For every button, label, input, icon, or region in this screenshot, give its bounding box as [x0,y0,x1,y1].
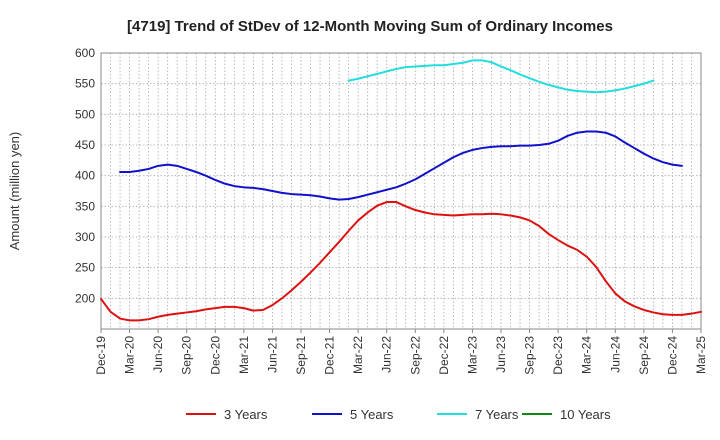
y-tick-label: 200 [75,291,95,305]
legend: 3 Years 5 Years 7 Years 10 Years [186,407,611,422]
series-line-7-years [347,59,655,94]
plot-area [101,53,701,329]
x-tick-label: Dec-23 [551,336,565,375]
x-tick-label: Jun-21 [265,336,279,373]
grid [101,52,701,329]
x-axis: Dec-19 Mar-20 Jun-20 Sep-20 Dec-20 Mar-21 Jun-… [94,329,708,375]
x-tick-label: Mar-22 [351,336,365,374]
x-tick-label: Dec-20 [208,336,222,375]
y-tick-label: 450 [75,138,95,152]
y-tick-label: 600 [75,46,95,60]
x-tick-label: Sep-21 [294,336,308,375]
y-tick-label: 250 [75,261,95,275]
legend-label: 3 Years [224,407,268,422]
plot-border [100,52,702,330]
y-tick-label: 400 [75,169,95,183]
x-tick-label: Mar-20 [123,336,137,374]
y-tick-label: 500 [75,107,95,121]
x-tick-label: Mar-25 [694,336,708,374]
x-tick-label: Mar-24 [580,336,594,374]
legend-label: 5 Years [350,407,394,422]
x-tick-label: Sep-24 [637,336,651,375]
y-tick-label: 350 [75,199,95,213]
x-tick-label: Sep-22 [408,336,422,375]
x-tick-label: Jun-24 [608,336,622,373]
y-tick-label: 300 [75,230,95,244]
x-tick-label: Dec-24 [665,336,679,375]
y-axis: 200 250 300 350 400 450 500 550 600 [75,46,95,305]
series-line-5-years [119,130,683,201]
series-line-3-years [100,201,702,322]
x-tick-label: Jun-23 [494,336,508,373]
x-tick-label: Dec-21 [323,336,337,375]
y-tick-label: 550 [75,77,95,91]
legend-label: 7 Years [475,407,519,422]
x-tick-label: Jun-22 [380,336,394,373]
x-tick-label: Jun-20 [151,336,165,373]
chart-title: [4719] Trend of StDev of 12-Month Moving… [127,18,613,35]
x-tick-label: Sep-20 [180,336,194,375]
x-tick-label: Dec-22 [437,336,451,375]
x-tick-label: Sep-23 [523,336,537,375]
x-tick-label: Mar-23 [465,336,479,374]
series-layer [100,59,702,322]
y-axis-title: Amount (million yen) [7,132,22,251]
legend-label: 10 Years [560,407,611,422]
x-tick-label: Mar-21 [237,336,251,374]
x-tick-label: Dec-19 [94,336,108,375]
